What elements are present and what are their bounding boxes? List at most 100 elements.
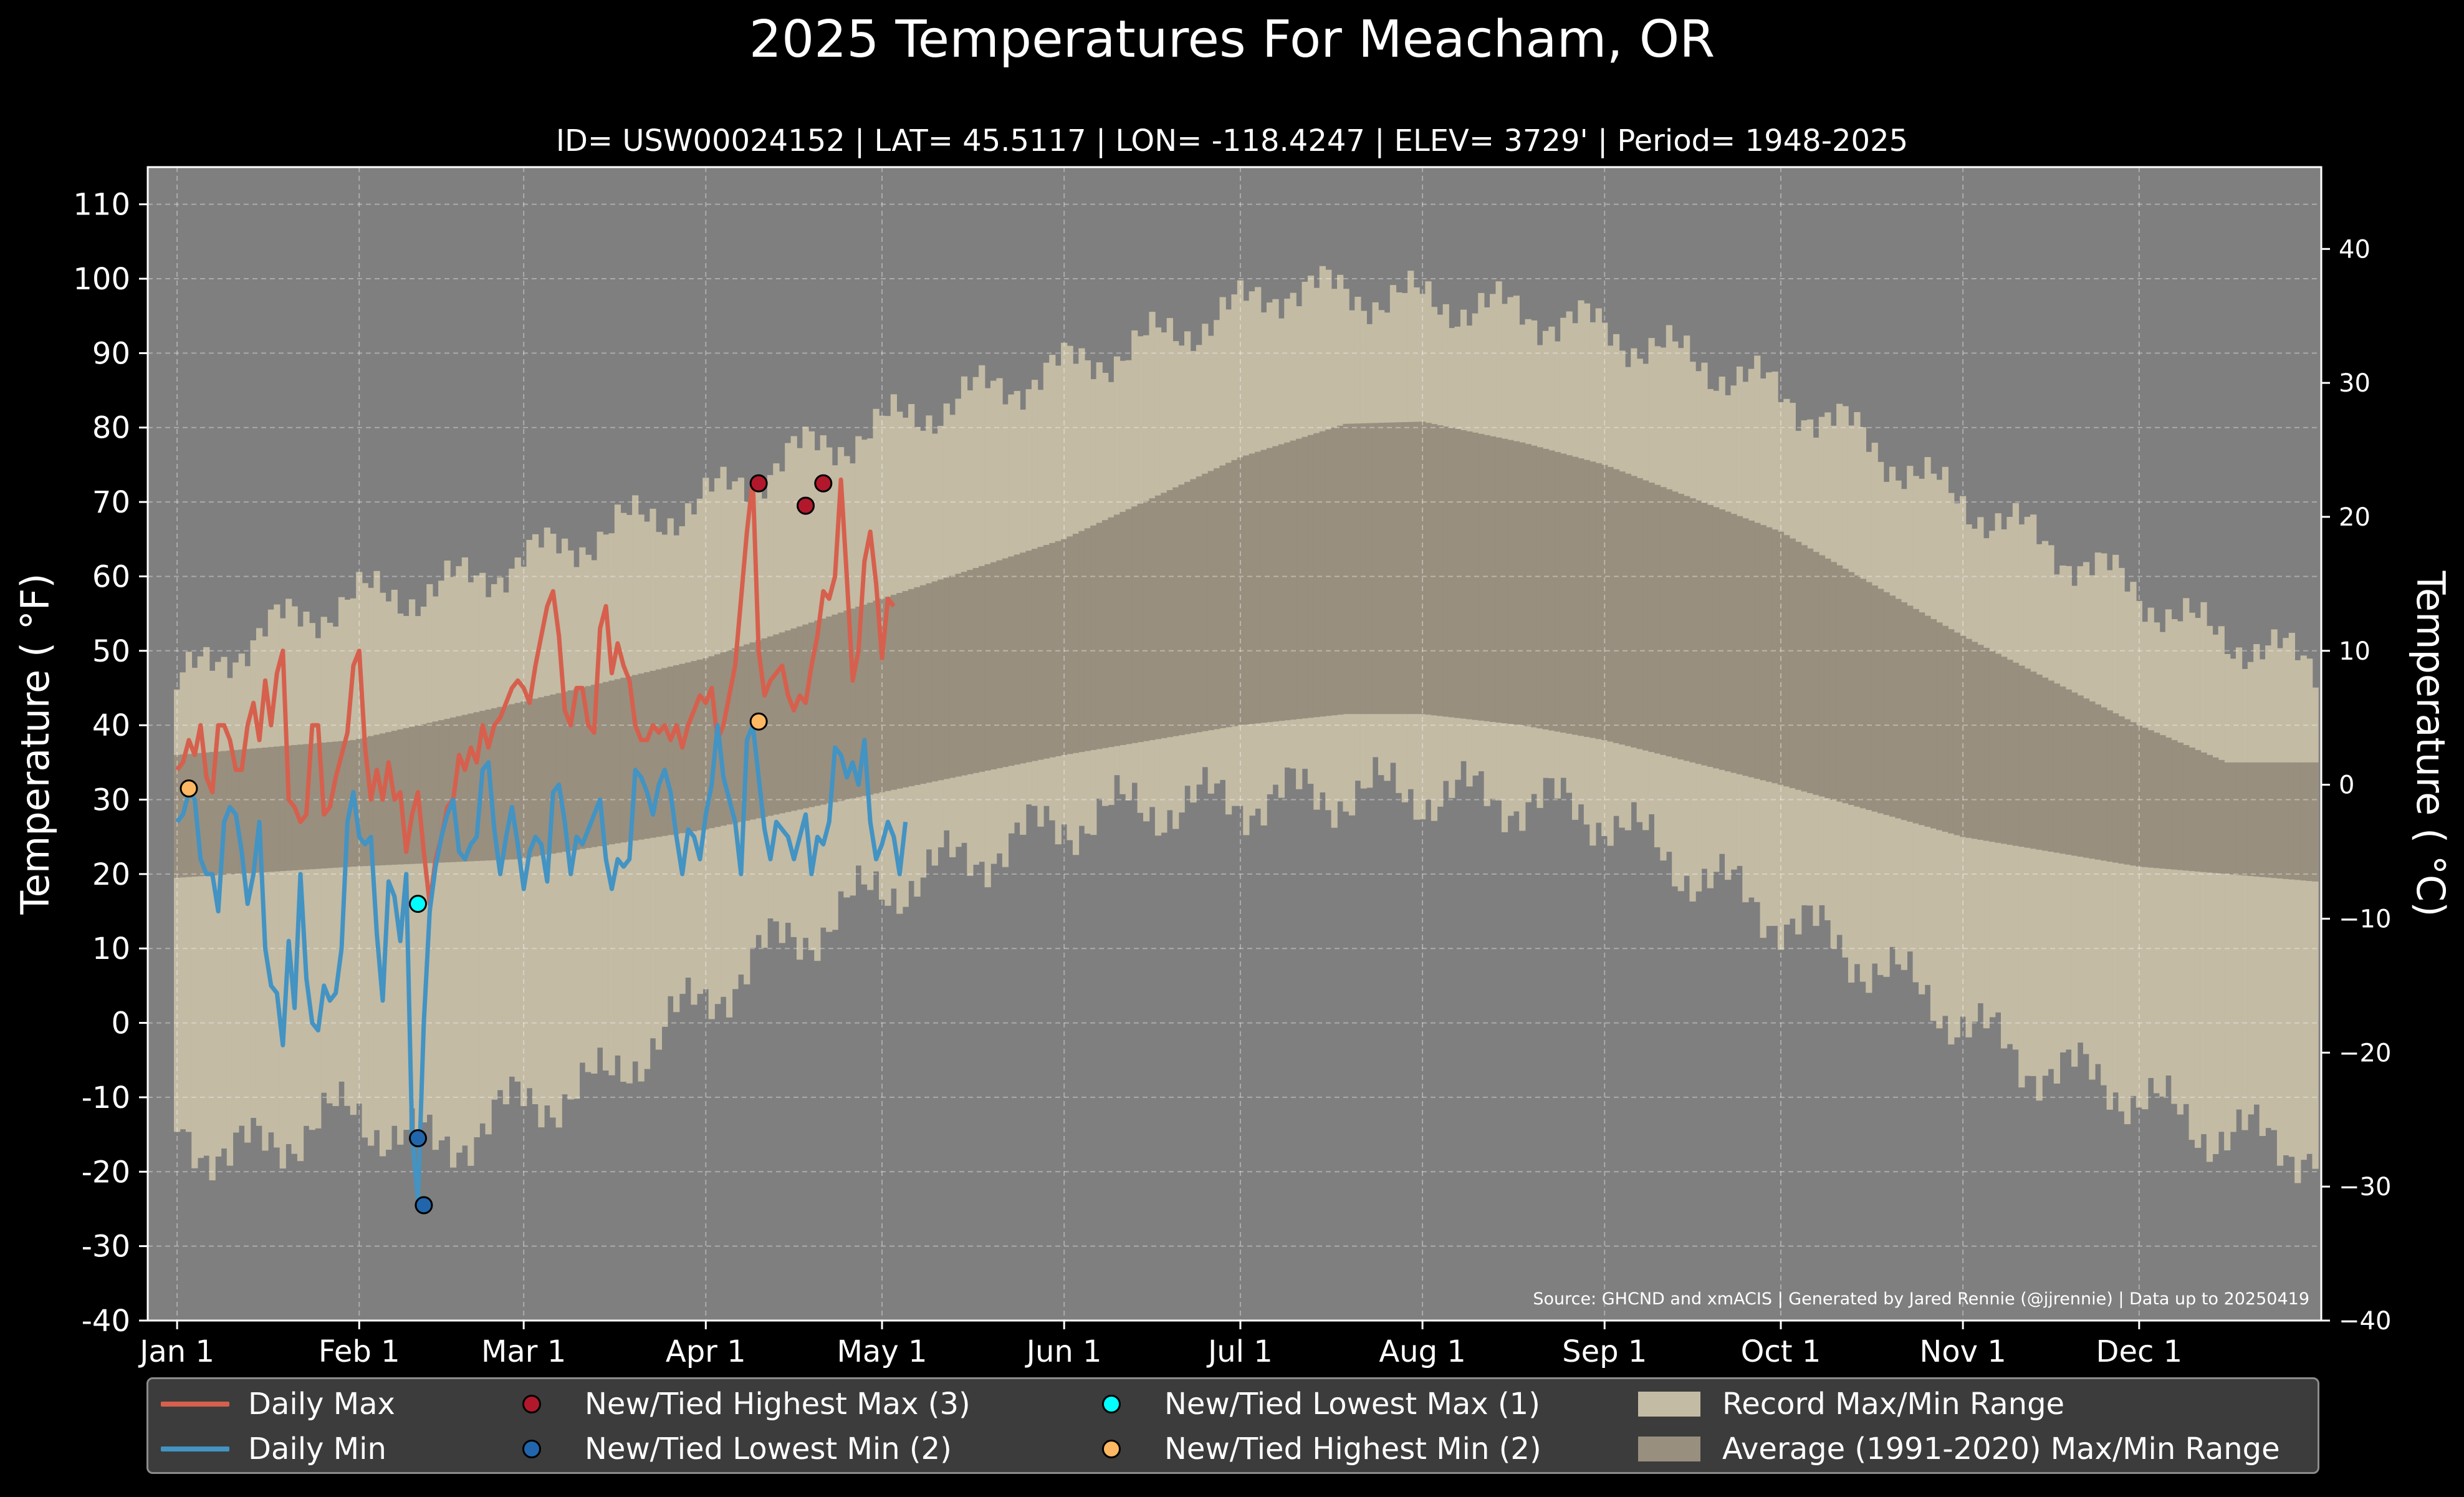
normal-range-bar	[955, 574, 962, 777]
record-point	[409, 1129, 428, 1148]
record-range-bar	[180, 672, 186, 1130]
normal-range-bar	[444, 718, 451, 863]
normal-range-bar	[373, 734, 380, 866]
normal-range-bar	[1102, 520, 1109, 748]
normal-range-bar	[996, 560, 1003, 769]
normal-range-bar	[744, 644, 750, 821]
normal-range-bar	[2271, 762, 2278, 878]
normal-range-bar	[949, 575, 956, 778]
legend-item-highest-min: New/Tied Highest Min (2)	[1077, 1430, 1541, 1468]
normal-range-bar	[785, 630, 792, 812]
normal-range-bar	[1490, 436, 1497, 722]
normal-range-bar	[632, 675, 639, 841]
record-range-bar	[238, 653, 245, 1126]
normal-range-bar	[873, 600, 880, 794]
record-range-bar	[397, 614, 404, 1145]
normal-range-bar	[720, 652, 727, 826]
normal-range-bar	[2130, 722, 2137, 866]
normal-range-bar	[2142, 728, 2149, 867]
record-range-bar	[2259, 659, 2266, 1137]
normal-range-bar	[1008, 556, 1015, 766]
normal-range-bar	[2101, 707, 2107, 861]
normal-range-bar	[550, 694, 557, 854]
normal-range-bar	[1260, 450, 1267, 723]
normal-range-bar	[908, 589, 915, 786]
normal-range-bar	[967, 570, 974, 774]
normal-range-bar	[1172, 487, 1179, 736]
normal-range-bar	[1478, 433, 1485, 721]
normal-range-bar	[1525, 444, 1532, 726]
normal-range-bar	[1037, 547, 1044, 760]
normal-range-bar	[1983, 648, 1990, 841]
normal-range-bar	[1531, 445, 1538, 728]
normal-range-bar	[2283, 762, 2289, 879]
normal-range-bar	[1971, 642, 1978, 839]
record-range-bar	[415, 616, 421, 1133]
normal-range-bar	[1055, 541, 1062, 756]
normal-range-bar	[1824, 558, 1831, 799]
normal-range-bar	[1296, 438, 1303, 720]
normal-range-bar	[544, 696, 550, 855]
normal-range-bar	[2012, 662, 2020, 846]
normal-range-bar	[1871, 585, 1878, 812]
record-range-bar	[467, 582, 474, 1166]
normal-range-bar	[2112, 713, 2119, 863]
normal-range-bar	[684, 662, 692, 832]
normal-range-bar	[919, 585, 927, 784]
normal-range-bar	[538, 697, 545, 856]
normal-range-bar	[1202, 473, 1209, 731]
normal-range-bar	[1912, 609, 1919, 824]
normal-range-bar	[1425, 423, 1432, 715]
normal-range-bar	[1989, 650, 1996, 842]
normal-range-bar	[338, 741, 345, 868]
normal-range-bar	[1343, 423, 1349, 715]
record-point	[409, 895, 428, 913]
normal-range-bar	[808, 622, 815, 807]
x-tick-label: May 1	[837, 1334, 928, 1369]
normal-range-bar	[861, 604, 868, 796]
normal-range-bar	[1942, 625, 1949, 832]
record-range-bar	[2206, 625, 2213, 1162]
normal-range-bar	[937, 579, 944, 781]
normal-range-bar	[855, 606, 862, 797]
normal-range-bar	[1948, 629, 1955, 834]
normal-range-bar	[667, 667, 674, 835]
normal-range-bar	[1848, 572, 1855, 805]
y-tick-label: 100	[73, 262, 130, 297]
normal-range-bar	[432, 721, 439, 863]
normal-range-bar	[2024, 668, 2031, 848]
record-range-bar	[2288, 632, 2295, 1157]
x-tick-label: Aug 1	[1379, 1334, 1466, 1369]
normal-range-bar	[2288, 762, 2295, 880]
normal-range-bar	[2071, 692, 2078, 856]
normal-range-bar	[1771, 529, 1778, 784]
record-range-bar	[2241, 668, 2248, 1130]
record-range-bar	[2306, 658, 2313, 1154]
normal-range-bar	[585, 686, 592, 849]
y-tick-label: 40	[92, 708, 130, 743]
normal-range-bar	[1255, 451, 1262, 724]
record-point	[180, 779, 198, 798]
y2-tick-label: 40	[2339, 235, 2371, 264]
normal-range-bar	[2053, 683, 2061, 853]
normal-range-bar	[914, 587, 921, 786]
legend: Daily Max Daily Min New/Tied Highest Max…	[146, 1377, 2319, 1474]
normal-range-bar	[1214, 468, 1220, 729]
normal-range-bar	[1866, 582, 1872, 811]
normal-range-bar	[2235, 762, 2243, 875]
normal-range-bar	[1619, 471, 1626, 745]
normal-range-bar	[297, 744, 304, 870]
normal-range-bar	[1742, 518, 1749, 776]
normal-range-bar	[1237, 457, 1244, 726]
normal-range-bar	[655, 669, 663, 837]
normal-range-bar	[238, 749, 245, 874]
normal-range-bar	[2241, 762, 2248, 876]
normal-range-bar	[473, 712, 480, 861]
normal-range-bar	[509, 704, 515, 860]
normal-range-bar	[438, 720, 445, 863]
y-axis-right: −40 −30 −20 −10 0 10 20 30 40	[2321, 235, 2391, 1336]
normal-range-bar	[1290, 440, 1297, 720]
normal-range-bar	[1149, 498, 1156, 741]
y2-tick-label: 30	[2339, 369, 2371, 398]
normal-range-bar	[1760, 525, 1767, 781]
